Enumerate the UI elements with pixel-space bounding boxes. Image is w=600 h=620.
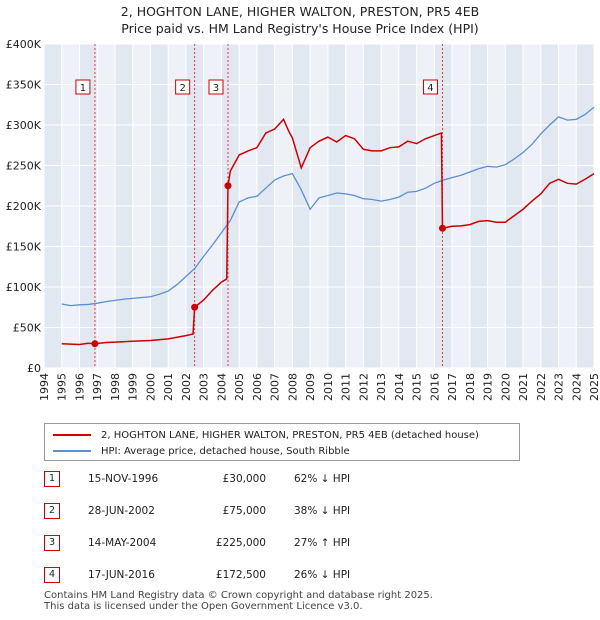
y-tick-label: £0 bbox=[27, 362, 41, 375]
x-tick-label: 2003 bbox=[198, 373, 211, 401]
sale-marker-label: 2 bbox=[179, 83, 185, 94]
sale-date: 14-MAY-2004 bbox=[88, 537, 157, 549]
x-tick-label: 2013 bbox=[375, 373, 388, 401]
x-tick-label: 2022 bbox=[535, 373, 548, 401]
sale-price: £225,000 bbox=[215, 537, 266, 549]
footer-line: This data is licensed under the Open Gov… bbox=[44, 601, 363, 612]
x-tick-label: 2005 bbox=[233, 373, 246, 401]
x-tick-label: 2007 bbox=[269, 373, 282, 401]
chart-legend: 2, HOGHTON LANE, HIGHER WALTON, PRESTON,… bbox=[44, 423, 520, 461]
x-tick-label: 2015 bbox=[411, 373, 424, 401]
sale-point bbox=[191, 303, 199, 311]
sale-marker-label: 3 bbox=[213, 83, 219, 94]
x-tick-label: 2000 bbox=[144, 373, 157, 401]
x-tick-label: 1998 bbox=[109, 373, 122, 401]
chart-subtitle: Price paid vs. HM Land Registry's House … bbox=[121, 21, 479, 36]
footer-attribution: Contains HM Land Registry data © Crown c… bbox=[44, 590, 433, 612]
x-tick-label: 2019 bbox=[482, 373, 495, 401]
x-tick-label: 2023 bbox=[553, 373, 566, 401]
x-tick-label: 2011 bbox=[340, 373, 353, 401]
y-tick-label: £100K bbox=[6, 281, 42, 294]
x-tick-label: 1999 bbox=[127, 373, 140, 401]
sale-point bbox=[438, 224, 446, 232]
x-tick-label: 2001 bbox=[162, 373, 175, 401]
legend-swatch-hpi bbox=[53, 450, 91, 452]
x-tick-label: 2002 bbox=[180, 373, 193, 401]
x-tick-label: 2010 bbox=[322, 373, 335, 401]
sale-number-badge: 2 bbox=[44, 503, 60, 519]
y-tick-label: £250K bbox=[6, 160, 42, 173]
x-tick-label: 2020 bbox=[499, 373, 512, 401]
legend-label-hpi: HPI: Average price, detached house, Sout… bbox=[101, 445, 350, 457]
sale-row: 3 14-MAY-2004 £225,000 27% ↑ HPI bbox=[44, 535, 444, 553]
x-tick-label: 1997 bbox=[91, 373, 104, 401]
sale-marker-badge bbox=[208, 79, 224, 95]
y-tick-label: £150K bbox=[6, 241, 42, 254]
y-tick-label: £50K bbox=[13, 322, 42, 335]
y-tick-label: £300K bbox=[6, 119, 42, 132]
x-tick-label: 2016 bbox=[428, 373, 441, 401]
x-tick-label: 1995 bbox=[56, 373, 69, 401]
sale-marker-label: 1 bbox=[80, 83, 86, 94]
sale-marker-badge bbox=[422, 79, 438, 95]
sale-row: 4 17-JUN-2016 £172,500 26% ↓ HPI bbox=[44, 567, 444, 585]
sale-price: £75,000 bbox=[222, 505, 266, 517]
sale-point bbox=[224, 182, 232, 190]
hpi-series-line bbox=[61, 106, 595, 307]
x-tick-label: 2021 bbox=[517, 373, 530, 401]
x-tick-label: 2024 bbox=[570, 373, 583, 401]
price-series-line bbox=[61, 117, 595, 346]
sale-hpi-diff: 27% ↑ HPI bbox=[294, 537, 351, 549]
x-tick-label: 2025 bbox=[588, 373, 600, 401]
sale-marker-badge bbox=[175, 79, 191, 95]
sale-row: 1 15-NOV-1996 £30,000 62% ↓ HPI bbox=[44, 471, 444, 489]
x-tick-label: 1996 bbox=[73, 373, 86, 401]
sale-number-badge: 3 bbox=[44, 535, 60, 551]
sale-date: 28-JUN-2002 bbox=[88, 505, 155, 517]
x-tick-label: 2009 bbox=[304, 373, 317, 401]
legend-swatch-price bbox=[53, 434, 91, 436]
sale-price: £172,500 bbox=[215, 569, 266, 581]
sale-number-badge: 4 bbox=[44, 567, 60, 583]
sale-hpi-diff: 26% ↓ HPI bbox=[294, 569, 351, 581]
sale-point bbox=[91, 340, 99, 348]
y-tick-label: £200K bbox=[6, 200, 42, 213]
sale-price: £30,000 bbox=[222, 473, 266, 485]
y-tick-label: £350K bbox=[6, 79, 42, 92]
sale-date: 17-JUN-2016 bbox=[88, 569, 155, 581]
footer-line: Contains HM Land Registry data © Crown c… bbox=[44, 590, 433, 601]
chart-title: 2, HOGHTON LANE, HIGHER WALTON, PRESTON,… bbox=[120, 4, 480, 19]
x-tick-label: 2008 bbox=[286, 373, 299, 401]
legend-entry-price: 2, HOGHTON LANE, HIGHER WALTON, PRESTON,… bbox=[53, 428, 479, 442]
sale-hpi-diff: 38% ↓ HPI bbox=[294, 505, 351, 517]
sale-row: 2 28-JUN-2002 £75,000 38% ↓ HPI bbox=[44, 503, 444, 521]
sale-marker-label: 4 bbox=[427, 83, 433, 94]
x-tick-label: 2018 bbox=[464, 373, 477, 401]
x-tick-label: 2012 bbox=[357, 373, 370, 401]
y-tick-label: £400K bbox=[6, 38, 42, 51]
x-tick-label: 2004 bbox=[215, 373, 228, 401]
sale-date: 15-NOV-1996 bbox=[88, 473, 159, 485]
price-chart: £0 £50K £100K £150K £200K £250K £300K £350K £400… bbox=[6, 38, 600, 401]
x-tick-label: 1994 bbox=[38, 373, 51, 401]
x-tick-label: 2017 bbox=[446, 373, 459, 401]
sale-number-badge: 1 bbox=[44, 471, 60, 487]
x-tick-label: 2014 bbox=[393, 373, 406, 401]
legend-entry-hpi: HPI: Average price, detached house, Sout… bbox=[53, 444, 350, 458]
x-tick-label: 2006 bbox=[251, 373, 264, 401]
sale-marker-badge bbox=[75, 79, 91, 95]
sale-hpi-diff: 62% ↓ HPI bbox=[294, 473, 351, 485]
legend-label-price: 2, HOGHTON LANE, HIGHER WALTON, PRESTON,… bbox=[101, 429, 479, 441]
